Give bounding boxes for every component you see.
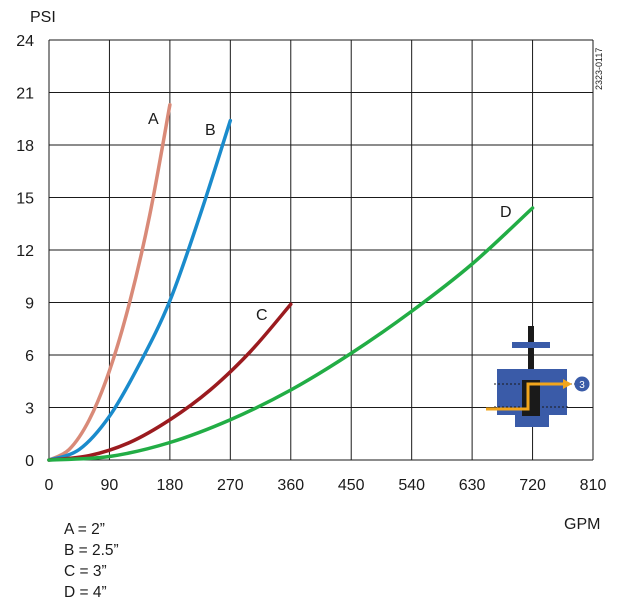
x-tick-label: 720: [519, 477, 546, 494]
x-tick-label: 0: [45, 477, 54, 494]
flow-arrow-icon: [563, 379, 572, 389]
y-axis-title: PSI: [30, 9, 56, 26]
legend: A = 2” B = 2.5” C = 3” D = 4”: [64, 519, 119, 603]
y-tick-label: 3: [25, 401, 34, 418]
x-tick-label: 90: [101, 477, 119, 494]
port-badge: [574, 376, 590, 392]
curve-label-a: A: [148, 111, 159, 128]
figure-code: 2323-0117: [594, 48, 604, 90]
x-axis-title: GPM: [564, 516, 600, 533]
legend-item-d: D = 4”: [64, 584, 107, 601]
y-tick-labels: 0 3 6 9 12 15 18 21 24: [16, 33, 34, 470]
y-tick-label: 21: [16, 86, 34, 103]
x-tick-label: 810: [580, 477, 607, 494]
curve-label-b: B: [205, 122, 216, 139]
y-tick-label: 0: [25, 453, 34, 470]
valve-flow-diagram-icon: 3: [486, 326, 590, 427]
y-tick-label: 9: [25, 296, 34, 313]
series-line-a: [47, 103, 172, 462]
x-tick-label: 540: [398, 477, 425, 494]
x-tick-label: 270: [217, 477, 244, 494]
valve-body-top: [512, 342, 550, 348]
flow-path: [486, 382, 565, 411]
valve-stem: [528, 326, 534, 382]
chart-curves: [47, 103, 535, 462]
x-tick-label: 630: [459, 477, 486, 494]
curve-label-d: D: [500, 204, 512, 221]
x-tick-label: 450: [338, 477, 365, 494]
legend-item-a: A = 2”: [64, 521, 105, 538]
x-tick-label: 180: [157, 477, 184, 494]
curve-label-c: C: [256, 307, 268, 324]
legend-item-b: B = 2.5”: [64, 542, 119, 559]
series-line-b: [47, 118, 233, 462]
y-tick-label: 18: [16, 138, 34, 155]
y-tick-label: 12: [16, 243, 34, 260]
legend-item-c: C = 3”: [64, 563, 107, 580]
y-tick-label: 6: [25, 348, 34, 365]
x-tick-label: 360: [277, 477, 304, 494]
port-badge-number: 3: [579, 380, 585, 391]
y-tick-label: 15: [16, 191, 34, 208]
x-tick-labels: 0 90 180 270 360 450 540 630 720 810: [45, 477, 607, 494]
y-tick-label: 24: [16, 33, 34, 50]
valve-body-bottom: [515, 415, 549, 427]
series-line-c: [47, 302, 293, 462]
series-line-d: [47, 206, 535, 462]
chart-grid: [48, 39, 594, 461]
